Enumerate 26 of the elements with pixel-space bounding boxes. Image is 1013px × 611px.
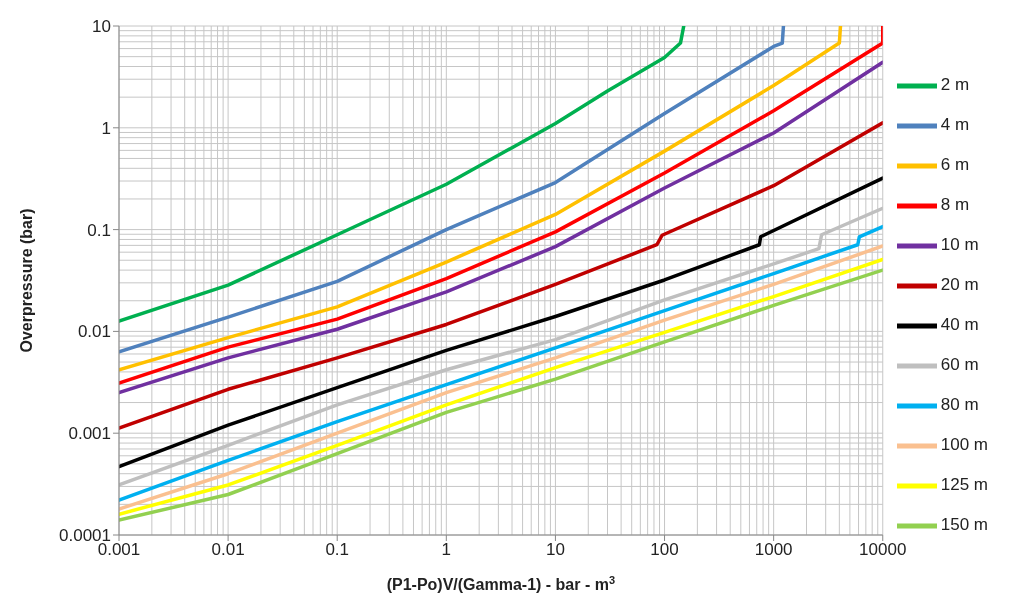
x-tick-label: 1 [441,540,452,560]
legend-label: 10 m [940,234,979,254]
legend-label: 4 m [940,114,970,134]
x-tick-label: 100 [650,540,679,560]
legend-label: 6 m [940,154,970,174]
legend-label: 8 m [940,194,970,214]
y-axis-title: Overpressure (bar) [18,208,35,353]
x-tick-label: 1000 [754,540,793,560]
legend-label: 125 m [940,474,988,494]
legend-label: 2 m [940,74,970,94]
y-tick-label: 10 [92,17,111,37]
x-axis-title: (P1-Po)V/(Gamma-1) - bar - m$^{3}$ [386,574,616,593]
x-tick-label: 0.01 [211,540,245,560]
y-tick-label: 0.001 [68,424,111,444]
legend-label: 20 m [940,274,979,294]
y-tick-label: 0.1 [87,220,111,240]
legend-label: 40 m [940,314,979,334]
legend-label: 100 m [940,434,988,454]
x-tick-label: 10000 [859,540,907,560]
x-tick-label: 0.1 [325,540,350,560]
legend-label: 150 m [940,514,988,534]
legend-label: 80 m [940,394,979,414]
x-tick-label: 10 [545,540,565,560]
y-tick-label: 0.01 [77,322,111,342]
y-tick-label: 1 [101,118,111,138]
legend-label: 60 m [940,354,979,374]
